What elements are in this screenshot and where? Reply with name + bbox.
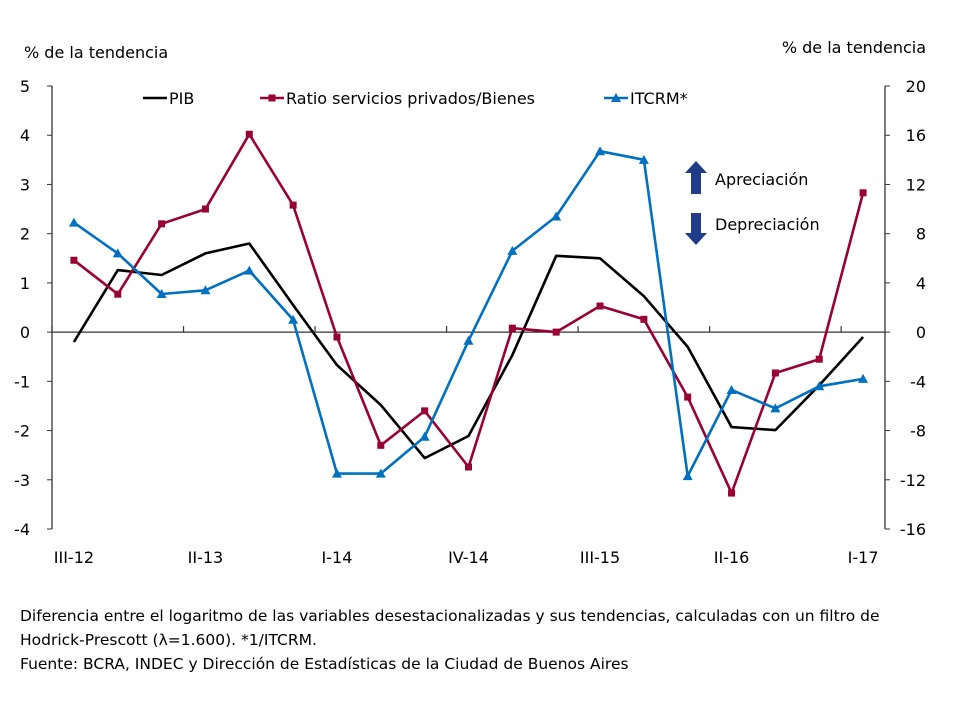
- data-point: [245, 130, 253, 138]
- y-left-tick-label: 1: [20, 274, 30, 293]
- x-tick-label: III-12: [54, 548, 94, 567]
- appreciation-annotation: Apreciación Depreciación: [685, 161, 820, 245]
- y-right-tick-label: 0: [916, 323, 926, 342]
- data-point: [377, 441, 385, 449]
- y-left-tick-label: 3: [20, 175, 30, 194]
- series-2: [68, 146, 869, 481]
- y-right-tick-label: 4: [916, 274, 926, 293]
- series-0: [72, 242, 865, 460]
- y-right-tick-label: 12: [906, 175, 926, 194]
- y-left-tick-label: -3: [14, 471, 30, 490]
- x-tick-label: I-17: [848, 548, 879, 567]
- y-left-tick-label: -4: [14, 520, 30, 539]
- data-point: [859, 189, 867, 197]
- data-point: [728, 489, 736, 497]
- note-line-2: Hodrick-Prescott (λ=1.600). *1/ITCRM.: [20, 631, 317, 649]
- appreciation-label: Apreciación: [715, 170, 808, 189]
- y-left-tick-label: -1: [14, 372, 30, 391]
- data-point: [684, 393, 692, 401]
- legend-label: Ratio servicios privados/Bienes: [286, 89, 535, 108]
- chart: % de la tendencia % de la tendencia 5 4 3 2…: [14, 38, 926, 567]
- data-point: [507, 245, 518, 255]
- data-point: [288, 314, 299, 324]
- data-point: [814, 381, 825, 391]
- data-point: [244, 265, 255, 275]
- x-tick-label: II-16: [714, 548, 750, 567]
- data-point: [596, 302, 604, 310]
- arrow-up-icon: [685, 161, 707, 194]
- data-point: [640, 315, 648, 323]
- data-point: [421, 407, 429, 415]
- data-point: [375, 468, 386, 478]
- y-right-tick-label: -4: [910, 372, 926, 391]
- y-left-tick-label: 0: [20, 323, 30, 342]
- data-point: [595, 146, 606, 156]
- y-left-tick-label: -2: [14, 422, 30, 441]
- y-right-label: % de la tendencia: [782, 38, 926, 57]
- data-point: [68, 217, 79, 227]
- legend-marker: [268, 94, 276, 102]
- data-point: [552, 328, 560, 336]
- data-point: [771, 369, 779, 377]
- x-tick-label: III-15: [580, 548, 620, 567]
- legend-marker: [611, 93, 621, 102]
- data-point: [331, 468, 342, 478]
- depreciation-label: Depreciación: [715, 215, 820, 234]
- y-right-tick-label: -8: [910, 422, 926, 441]
- data-point: [770, 403, 781, 413]
- note-source: Fuente: BCRA, INDEC y Dirección de Estad…: [20, 655, 629, 673]
- series-line: [72, 242, 865, 460]
- legend-label: PIB: [169, 89, 194, 108]
- y-left-tick-label: 5: [20, 77, 30, 96]
- data-point: [508, 324, 516, 332]
- data-point: [463, 335, 474, 345]
- data-point: [156, 288, 167, 298]
- note-line-1: Diferencia entre el logaritmo de las var…: [20, 607, 880, 625]
- data-point: [465, 463, 472, 471]
- data-point: [815, 355, 823, 363]
- y-right-tick-label: -16: [900, 520, 926, 539]
- data-point: [158, 220, 166, 228]
- legend-label: ITCRM*: [630, 89, 688, 108]
- x-tick-label: IV-14: [448, 548, 489, 567]
- y-right-tick-label: -12: [900, 471, 926, 490]
- y-left-label: % de la tendencia: [24, 43, 168, 62]
- y-right-tick-label: 8: [916, 225, 926, 244]
- data-point: [419, 431, 430, 441]
- x-tick-label: I-14: [322, 548, 353, 567]
- data-point: [200, 285, 211, 295]
- y-right-tick-label: 20: [906, 77, 926, 96]
- data-point: [551, 211, 562, 221]
- y-left-tick-label: 4: [20, 126, 30, 145]
- data-point: [201, 205, 209, 213]
- data-point: [112, 248, 123, 258]
- y-left-tick-label: 2: [20, 225, 30, 244]
- data-point: [638, 154, 649, 164]
- data-point: [858, 373, 869, 383]
- arrow-down-icon: [685, 213, 707, 245]
- x-tick-label: II-13: [188, 548, 224, 567]
- data-point: [289, 201, 297, 209]
- y-right-tick-label: 16: [906, 126, 926, 145]
- series-1: [70, 130, 867, 497]
- data-point: [333, 333, 341, 341]
- chart-notes: Diferencia entre el logaritmo de las var…: [20, 604, 940, 676]
- data-point: [114, 290, 122, 298]
- data-point: [682, 471, 693, 481]
- data-point: [70, 256, 78, 264]
- data-point: [726, 384, 737, 394]
